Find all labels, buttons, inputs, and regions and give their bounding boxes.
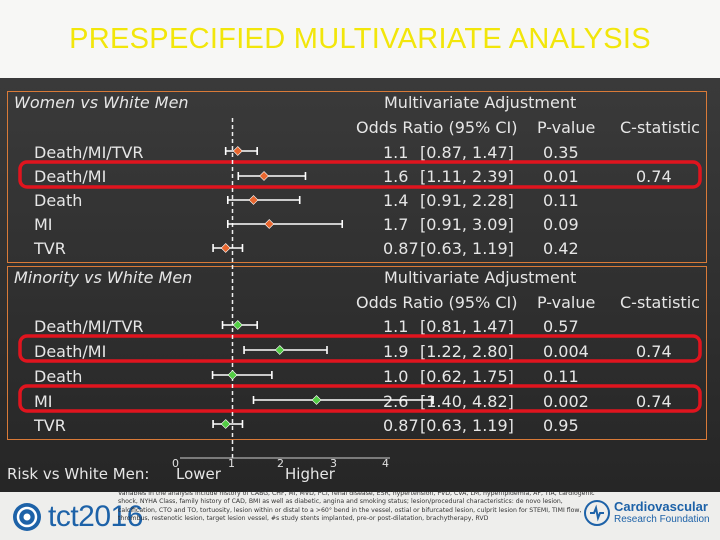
panel-minority-border — [7, 266, 707, 440]
women-row-p: 0.42 — [543, 239, 579, 258]
panel-women-p-header: P-value — [537, 118, 596, 137]
minority-row-ci: [0.63, 1.19] — [420, 416, 514, 435]
women-row-or: 1.6 — [383, 167, 409, 186]
minority-row-outcome: Death/MI/TVR — [34, 317, 144, 336]
x-tick-label: 3 — [330, 457, 337, 470]
panel-women-adjust-header: Multivariate Adjustment — [384, 93, 577, 112]
point-estimate — [220, 243, 231, 253]
women-row-p: 0.09 — [543, 215, 579, 234]
minority-row-c: 0.74 — [636, 342, 672, 361]
women-row-ci: [1.11, 2.39] — [420, 167, 514, 186]
minority-row-p: 0.57 — [543, 317, 579, 336]
women-row-ci: [0.91, 3.09] — [420, 215, 514, 234]
point-estimate — [232, 320, 243, 330]
panel-minority-or-header: Odds Ratio (95% CI) — [356, 293, 518, 312]
point-estimate — [232, 146, 243, 156]
tct-logo-text: tct2016 — [48, 500, 143, 533]
tct-logo: tct2016 — [12, 500, 143, 534]
crf-logo-line2: Research Foundation — [614, 514, 710, 525]
minority-row-or: 1.1 — [383, 317, 409, 336]
minority-row-outcome: MI — [34, 392, 53, 411]
panel-women-border — [7, 91, 707, 263]
minority-row-ci: [0.62, 1.75] — [420, 367, 514, 386]
slide-title: PRESPECIFIED MULTIVARIATE ANALYSIS — [69, 23, 651, 55]
minority-row-outcome: TVR — [34, 416, 66, 435]
panel-minority-adjust-header: Multivariate Adjustment — [384, 268, 577, 287]
crf-logo: Cardiovascular Research Foundation — [584, 500, 710, 526]
highlight-box — [18, 334, 702, 363]
women-row-p: 0.01 — [543, 167, 579, 186]
point-estimate — [259, 171, 269, 181]
minority-row-outcome: Death — [34, 367, 83, 386]
minority-row-ci: [0.81, 1.47] — [420, 317, 514, 336]
panel-women-c-header: C-statistic — [620, 118, 700, 137]
women-row-ci: [0.91, 2.28] — [420, 191, 514, 210]
point-estimate — [227, 370, 238, 380]
panel-women-or-header: Odds Ratio (95% CI) — [356, 118, 518, 137]
x-tick-label: 2 — [277, 457, 284, 470]
women-row-or: 1.1 — [383, 143, 409, 162]
higher-label: Higher — [285, 465, 335, 483]
women-row-outcome: Death — [34, 191, 83, 210]
women-row-c: 0.74 — [636, 167, 672, 186]
point-estimate — [220, 419, 231, 429]
minority-row-or: 2.6 — [383, 392, 409, 411]
women-row-or: 1.7 — [383, 215, 409, 234]
x-tick-label: 0 — [172, 457, 179, 470]
women-row-p: 0.11 — [543, 191, 579, 210]
axis-label: Risk vs White Men: — [7, 465, 150, 483]
minority-row-or: 0.87 — [383, 416, 419, 435]
point-estimate — [248, 195, 259, 205]
panel-minority-p-header: P-value — [537, 293, 596, 312]
x-tick-label: 1 — [228, 457, 235, 470]
women-row-ci: [0.87, 1.47] — [420, 143, 514, 162]
women-row-p: 0.35 — [543, 143, 579, 162]
minority-row-ci: [1.40, 4.82] — [420, 392, 514, 411]
crf-logo-icon — [584, 500, 610, 526]
panel-minority-label: Minority vs White Men — [14, 268, 193, 287]
minority-row-p: 0.004 — [543, 342, 589, 361]
women-row-outcome: TVR — [34, 239, 66, 258]
panel-minority-c-header: C-statistic — [620, 293, 700, 312]
tct-logo-icon — [13, 503, 41, 531]
x-tick-label: 4 — [382, 457, 389, 470]
minority-row-or: 1.9 — [383, 342, 409, 361]
point-estimate — [311, 395, 322, 405]
minority-row-p: 0.002 — [543, 392, 589, 411]
point-estimate — [264, 219, 275, 229]
minority-row-ci: [1.22, 2.80] — [420, 342, 514, 361]
minority-row-p: 0.95 — [543, 416, 579, 435]
panel-women-label: Women vs White Men — [14, 93, 189, 112]
women-row-outcome: Death/MI/TVR — [34, 143, 144, 162]
women-row-outcome: MI — [34, 215, 53, 234]
footnote: Variables in the analysis include histor… — [118, 490, 595, 522]
highlight-box — [18, 160, 702, 189]
women-row-or: 1.4 — [383, 191, 409, 210]
point-estimate — [274, 345, 285, 355]
crf-logo-line1: Cardiovascular — [614, 499, 708, 514]
women-row-outcome: Death/MI — [34, 167, 107, 186]
minority-row-outcome: Death/MI — [34, 342, 107, 361]
chart-area — [0, 78, 720, 492]
minority-row-c: 0.74 — [636, 392, 672, 411]
lower-label: Lower — [176, 465, 221, 483]
minority-row-or: 1.0 — [383, 367, 409, 386]
minority-row-p: 0.11 — [543, 367, 579, 386]
women-row-ci: [0.63, 1.19] — [420, 239, 514, 258]
highlight-box — [18, 384, 702, 413]
women-row-or: 0.87 — [383, 239, 419, 258]
footer — [0, 492, 720, 540]
